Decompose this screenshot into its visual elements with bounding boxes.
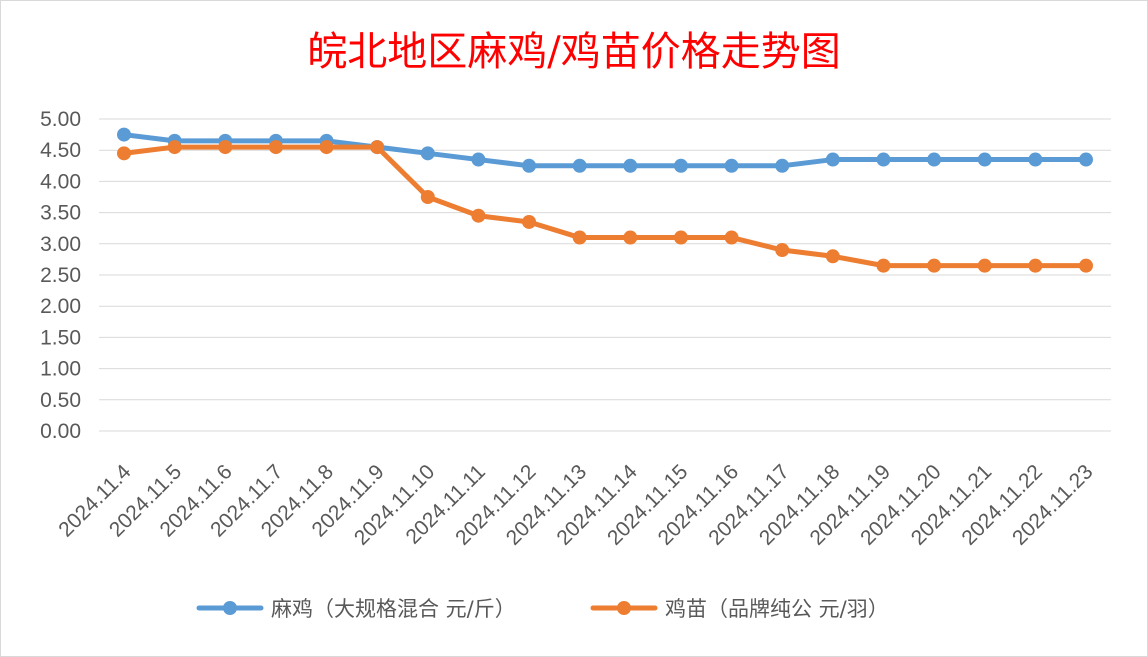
- data-point: [673, 230, 688, 245]
- data-point: [218, 140, 233, 155]
- data-point: [572, 230, 587, 245]
- data-point: [623, 158, 638, 173]
- data-point: [319, 140, 334, 155]
- legend: 麻鸡（大规格混合 元/斤） 鸡苗（品牌纯公 元/羽）: [196, 597, 889, 621]
- series-line: [121, 132, 1089, 169]
- data-point: [117, 146, 131, 161]
- y-tick-label: 0.50: [40, 389, 81, 412]
- legend-swatch-marker: [223, 601, 237, 615]
- data-point: [1079, 258, 1093, 273]
- data-point: [370, 140, 385, 155]
- data-point: [724, 158, 739, 173]
- chart-title: 皖北地区麻鸡/鸡苗价格走势图: [307, 29, 840, 75]
- data-point: [876, 258, 891, 273]
- data-point: [268, 140, 283, 155]
- data-point: [420, 146, 435, 161]
- y-tick-label: 4.50: [40, 139, 81, 162]
- data-point: [420, 190, 435, 204]
- y-tick-label: 5.00: [40, 108, 81, 131]
- data-point: [825, 152, 840, 167]
- x-axis-tick-labels: 2024.11.42024.11.52024.11.62024.11.72024…: [54, 460, 1097, 550]
- y-tick-label: 1.50: [40, 326, 81, 349]
- y-tick-label: 3.00: [40, 233, 81, 256]
- series-2: [117, 140, 1093, 273]
- y-tick-label: 0.00: [40, 420, 81, 443]
- data-point: [1028, 152, 1043, 167]
- y-tick-label: 1.00: [40, 358, 81, 381]
- data-point: [471, 208, 486, 223]
- series-line: [121, 144, 1089, 269]
- data-point: [522, 158, 537, 173]
- data-point: [876, 152, 891, 167]
- data-point: [724, 230, 739, 245]
- y-axis-tick-labels: 0.00 0.50 1.00 1.50 2.00 2.50 3.00 3.50 4.00 4.50…: [40, 108, 81, 443]
- data-point: [117, 127, 131, 142]
- data-point: [977, 152, 992, 167]
- data-point: [167, 140, 182, 155]
- data-point: [927, 258, 942, 273]
- gridlines: [99, 118, 1111, 432]
- data-point: [825, 249, 840, 264]
- data-point: [1079, 152, 1093, 167]
- legend-item-1: 麻鸡（大规格混合 元/斤）: [196, 597, 516, 621]
- y-tick-label: 2.00: [40, 295, 81, 318]
- series-1: [117, 127, 1093, 173]
- data-point: [522, 214, 537, 229]
- legend-label: 麻鸡（大规格混合 元/斤）: [271, 597, 516, 621]
- data-point: [775, 243, 790, 258]
- data-point: [977, 258, 992, 273]
- data-point: [572, 158, 587, 173]
- data-point: [673, 158, 688, 173]
- legend-swatch-marker: [617, 601, 631, 615]
- y-tick-label: 2.50: [40, 264, 81, 287]
- legend-item-2: 鸡苗（品牌纯公 元/羽）: [590, 597, 889, 621]
- series-layer: [117, 127, 1093, 273]
- data-point: [623, 230, 638, 245]
- data-point: [775, 158, 790, 173]
- y-tick-label: 3.50: [40, 202, 81, 225]
- y-tick-label: 4.00: [40, 170, 81, 193]
- legend-label: 鸡苗（品牌纯公 元/羽）: [665, 597, 889, 621]
- data-point: [1028, 258, 1043, 273]
- data-point: [927, 152, 942, 167]
- data-point: [471, 152, 486, 167]
